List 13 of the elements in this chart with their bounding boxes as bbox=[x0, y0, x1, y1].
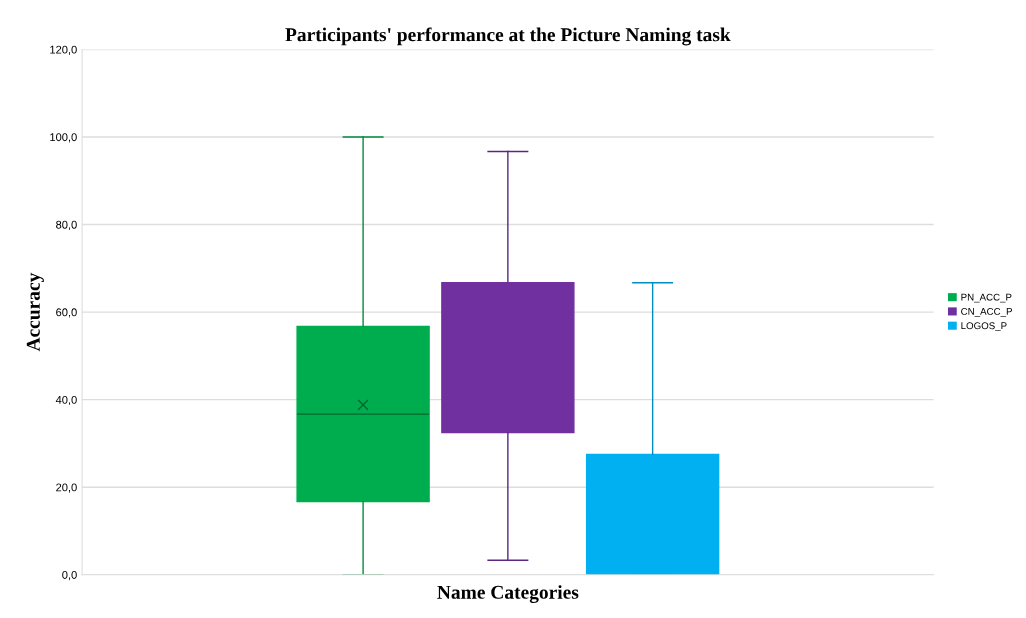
y-tick-label: 20,0 bbox=[56, 483, 77, 493]
chart-title: Participants' performance at the Picture Naming task bbox=[285, 27, 731, 46]
legend-label: CN_ACC_P bbox=[961, 307, 1012, 317]
y-tick-label: 120,0 bbox=[50, 45, 77, 55]
y-tick-label: 60,0 bbox=[56, 308, 77, 318]
legend-label: PN_ACC_P bbox=[961, 293, 1012, 303]
y-axis-title: Accuracy bbox=[26, 272, 44, 352]
x-axis-title: Name Categories bbox=[437, 585, 579, 603]
y-tick-label: 40,0 bbox=[55, 395, 77, 406]
y-tick-label: 100,0 bbox=[50, 133, 77, 143]
y-tick-label: 0,0 bbox=[62, 571, 77, 581]
legend-label: LOGOS_P bbox=[961, 322, 1007, 331]
y-tick-label: 80,0 bbox=[56, 220, 77, 230]
